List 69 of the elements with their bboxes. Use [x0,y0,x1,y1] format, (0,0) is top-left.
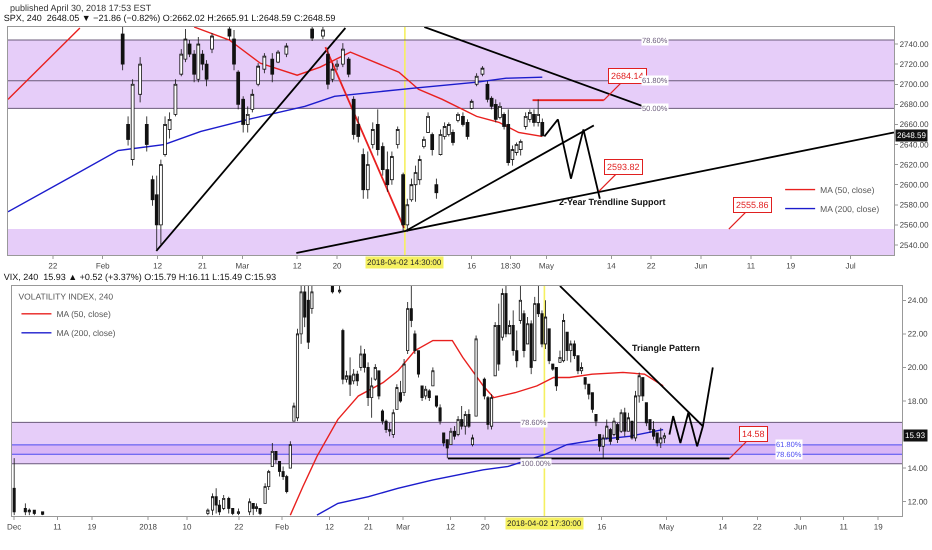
chart-title: VIX, 240 15.93 ▲ +0.52 (+3.37%) O:15.79 H:16.11 L:15.49 C:15.93 [4,272,276,282]
x-tick-label: 22 [646,262,656,271]
ref-line-label: 2018-04-02 14:30:00 [367,258,442,267]
annotation: 14.58 [742,429,765,439]
annotation: 2555.86 [736,200,769,210]
legend-label: MA (200, close) [820,204,880,214]
legend-label: MA (50, close) [820,184,875,195]
annotation: 2593.82 [607,162,640,172]
x-tick-label: 14 [718,522,728,532]
x-tick-label: Dec [7,522,22,532]
annotation: Triangle Pattern [632,343,700,353]
x-tick-label: 12 [292,262,302,271]
y-tick-label: 12.00 [908,498,928,507]
x-tick-label: Jul [845,262,856,271]
x-tick-label: 21 [198,262,208,271]
y-tick-label: 2600.00 [900,180,930,190]
x-tick-label: 11 [53,522,62,532]
x-tick-label: Feb [275,522,290,532]
y-tick-label: 2660.00 [900,120,930,130]
y-tick-label: 2620.00 [900,160,930,170]
y-tick-label: 2740.00 [900,40,930,49]
annotation: 2648.59 [897,131,926,140]
x-tick-label: 12 [325,522,335,532]
y-tick-label: 20.00 [908,363,928,372]
x-tick-label: 20 [480,522,490,532]
x-tick-label: 11 [746,262,756,271]
x-tick-label: 20 [332,262,342,271]
y-tick-label: 2560.00 [900,220,930,230]
x-tick-label: 19 [786,262,796,271]
x-tick-label: 12 [153,262,163,271]
chart-title: SPX, 240 2648.05 ▼ −21.86 (−0.82%) O:2662.02 H:2665.91 L:2648.59 C:2648.59 [4,13,336,24]
y-tick-label: 2580.00 [900,200,930,210]
y-tick-label: 2720.00 [900,60,930,69]
x-tick-label: 16 [467,262,477,271]
x-tick-label: 19 [874,522,884,532]
legend-title: VOLATILITY INDEX, 240 [18,291,114,302]
x-tick-label: Jun [694,262,708,271]
x-tick-label: Feb [96,262,110,271]
y-tick-label: 18.00 [908,396,928,406]
annotation: 15.93 [905,431,926,440]
ref-line-label: 2018-04-02 17:30:00 [507,519,582,528]
y-tick-label: 24.00 [908,296,928,306]
x-tick-label: May [658,522,674,532]
x-tick-label: 22 [234,522,244,532]
x-tick-label: 14 [606,262,616,271]
x-tick-label: May [538,262,554,271]
annotation: 2-Year Trendline Support [559,197,666,207]
x-tick-label: 12 [446,522,456,532]
y-tick-label: 22.00 [908,330,928,339]
x-tick-label: 19 [87,522,97,532]
x-tick-label: 18:30 [500,262,521,271]
x-tick-label: 16 [597,522,607,532]
y-tick-label: 2680.00 [900,100,930,110]
y-tick-label: 2640.00 [900,140,930,150]
x-tick-label: Jun [794,522,807,532]
y-tick-label: 2540.00 [900,240,930,250]
x-tick-label: 21 [364,522,374,532]
x-tick-label: Mar [396,522,410,532]
legend-label: MA (200, close) [56,328,116,338]
x-tick-label: 10 [182,522,192,532]
chart-subtitle: published April 30, 2018 17:53 EST [10,3,152,13]
x-tick-label: 11 [840,522,848,532]
x-tick-label: 22 [752,522,762,532]
x-tick-label: Mar [235,262,250,271]
x-tick-label: 2018 [139,522,158,532]
legend-label: MA (50, close) [56,309,111,320]
y-tick-label: 2700.00 [900,80,930,90]
y-tick-label: 14.00 [908,464,928,473]
x-tick-label: 22 [48,262,58,271]
